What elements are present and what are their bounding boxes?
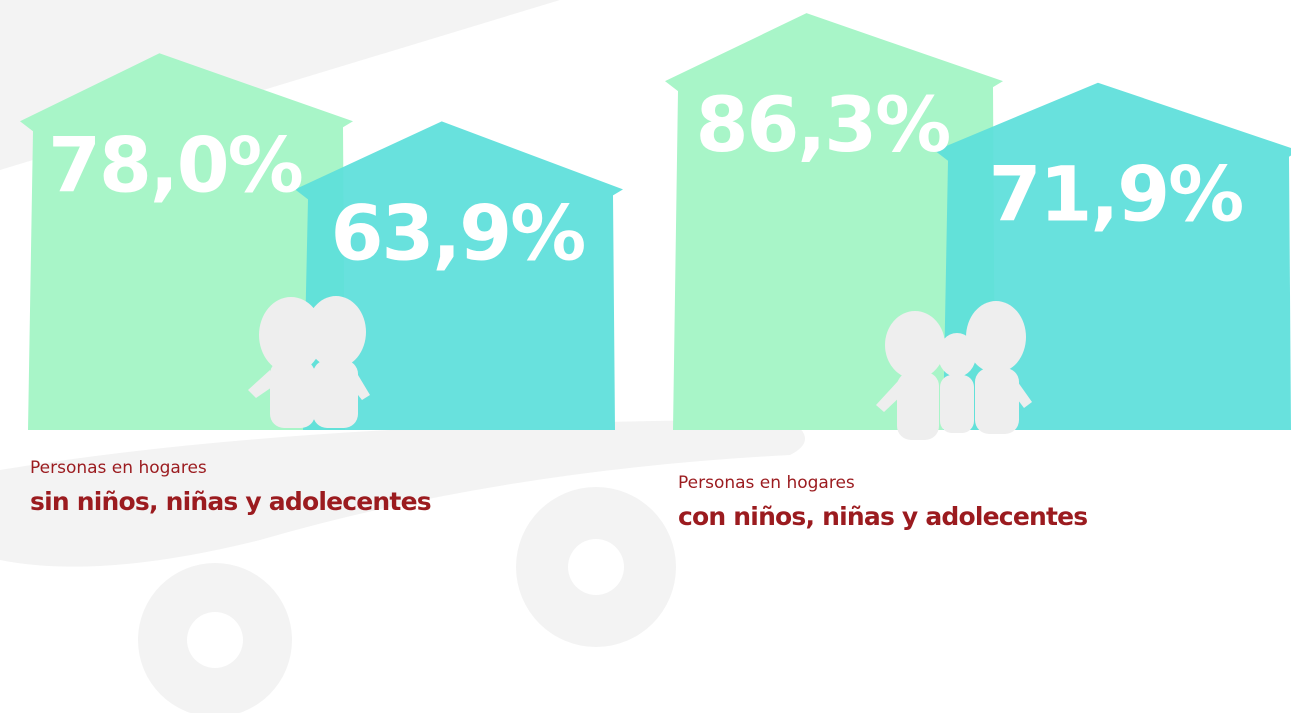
- page: {"chart_data": [ {"type": "house", "subt…: [0, 0, 1291, 713]
- title: con niños, niñas y adolecentes: [678, 502, 1087, 531]
- value-label: 71,9%: [989, 150, 1243, 239]
- value-label: 63,9%: [331, 188, 585, 277]
- title: sin niños, niñas y adolecentes: [30, 487, 431, 516]
- value-label: 86,3%: [696, 80, 950, 169]
- subtitle: Personas en hogares: [30, 458, 207, 478]
- infographic: 78,0% 63,9% Personas en hogares sin niños, …: [0, 0, 1291, 713]
- value-label: 78,0%: [48, 120, 302, 209]
- subtitle: Personas en hogares: [678, 473, 855, 493]
- wheel-hub: [187, 612, 243, 668]
- wheel-hub: [568, 539, 624, 595]
